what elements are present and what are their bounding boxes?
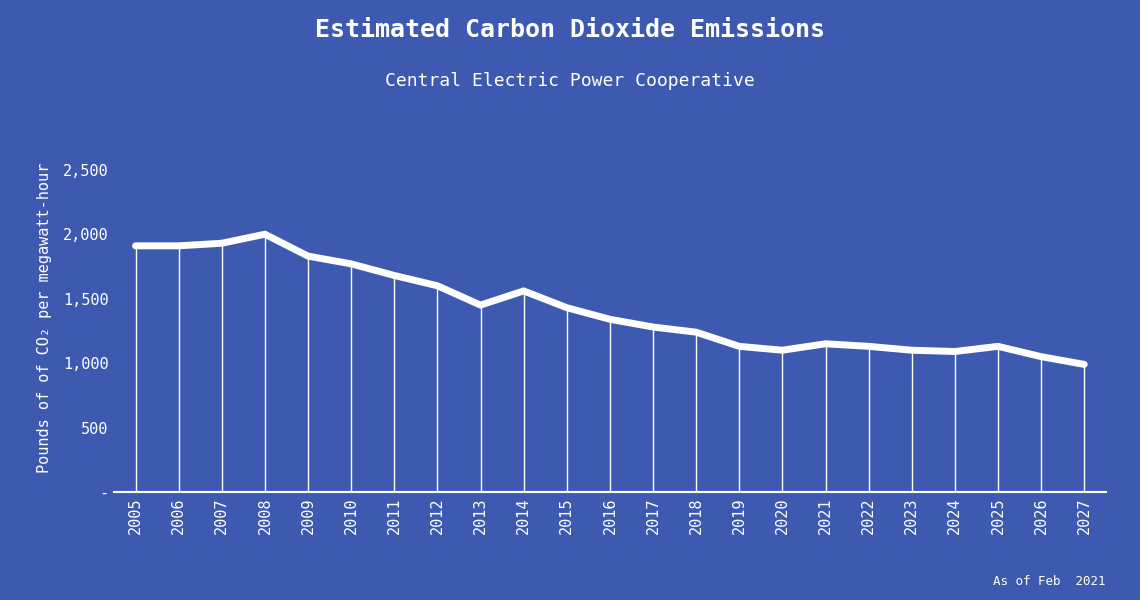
Y-axis label: Pounds of of CO₂ per megawatt-hour: Pounds of of CO₂ per megawatt-hour [36,163,51,473]
Text: Central Electric Power Cooperative: Central Electric Power Cooperative [385,72,755,90]
Text: Estimated Carbon Dioxide Emissions: Estimated Carbon Dioxide Emissions [315,18,825,42]
Text: As of Feb  2021: As of Feb 2021 [993,575,1106,588]
